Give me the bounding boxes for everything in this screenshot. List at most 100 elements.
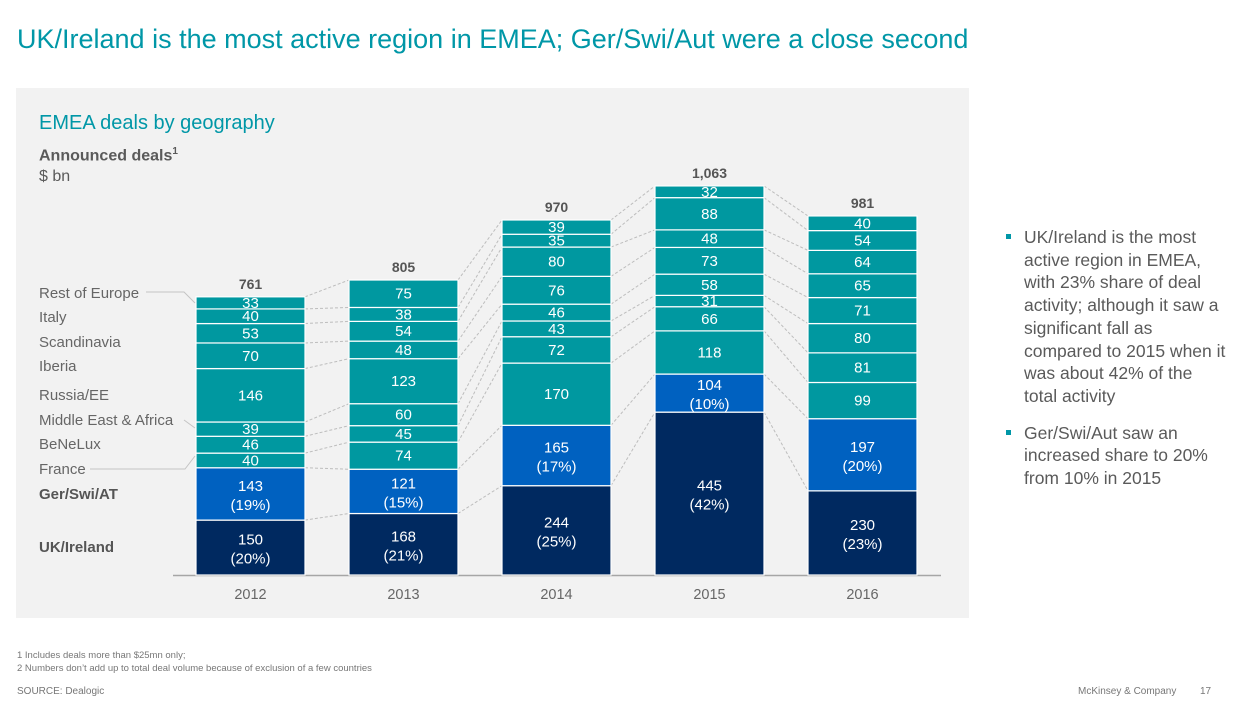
data-label: 48 — [395, 342, 412, 359]
bar-segment — [501, 246, 612, 277]
data-label: 230 — [850, 517, 875, 534]
data-label: 43 — [548, 321, 565, 338]
unit-label: $ bn — [39, 168, 71, 185]
bar-segment — [195, 519, 306, 576]
data-label: 40 — [242, 452, 259, 469]
bar-segment — [654, 330, 765, 375]
x-tick-label: 2016 — [846, 587, 878, 603]
share-label: (10%) — [689, 396, 729, 413]
data-label: 38 — [395, 306, 412, 323]
share-label: (21%) — [383, 547, 423, 564]
bar-segment — [195, 296, 306, 310]
data-label: 168 — [391, 528, 416, 545]
connector-line — [304, 340, 350, 344]
data-label: 53 — [242, 325, 259, 342]
data-label: 54 — [854, 232, 871, 249]
total-label: 981 — [851, 195, 875, 211]
connector-line — [610, 411, 656, 486]
connector-line — [763, 294, 809, 324]
data-label: 80 — [854, 330, 871, 347]
legend-bracket-line — [146, 291, 196, 304]
bar-segment — [348, 279, 459, 309]
bar-segment — [195, 367, 306, 423]
x-tick-label: 2013 — [387, 587, 419, 603]
data-label: 58 — [701, 277, 718, 294]
footnote-2: 2 Numbers don’t add up to total deal vol… — [17, 663, 372, 674]
data-label: 70 — [242, 348, 259, 365]
connector-line — [457, 424, 503, 470]
bar-segment — [501, 485, 612, 576]
data-label: 46 — [548, 305, 565, 322]
data-label: 73 — [701, 253, 718, 270]
connector-line — [457, 362, 503, 443]
bar-segment — [348, 441, 459, 470]
connector-line — [457, 233, 503, 308]
share-label: (15%) — [383, 494, 423, 511]
connector-line — [304, 513, 350, 521]
legend-label: France — [39, 461, 86, 478]
total-label: 1,063 — [692, 165, 727, 181]
data-label: 39 — [242, 421, 259, 438]
bullet-square-icon — [1006, 234, 1011, 239]
connector-line — [763, 373, 809, 420]
data-label: 45 — [395, 426, 412, 443]
legend-label: Scandinavia — [39, 334, 121, 351]
x-tick-label: 2012 — [234, 587, 266, 603]
bullet-square-icon — [1006, 429, 1011, 435]
connector-line — [763, 229, 809, 251]
source-note: SOURCE: Dealogic — [17, 686, 105, 697]
data-label: 39 — [548, 219, 565, 236]
share-label: (23%) — [842, 536, 882, 553]
connector-line — [304, 320, 350, 325]
bar-segment — [807, 215, 918, 232]
connector-line — [763, 197, 809, 231]
legend-label: UK/Ireland — [39, 539, 114, 556]
connector-line — [763, 411, 809, 492]
data-label: 197 — [850, 439, 875, 456]
connector-line — [610, 294, 656, 322]
data-label: 64 — [854, 254, 871, 271]
data-label: 31 — [701, 293, 718, 310]
share-label: (25%) — [536, 533, 576, 550]
share-label: (20%) — [230, 551, 270, 568]
connector-line — [304, 441, 350, 454]
connector-line — [610, 373, 656, 426]
data-label: 121 — [391, 475, 416, 492]
connector-line — [763, 273, 809, 299]
data-label: 143 — [238, 478, 263, 495]
connector-line — [763, 247, 809, 275]
share-label: (17%) — [536, 459, 576, 476]
data-label: 244 — [544, 514, 569, 531]
connector-line — [304, 403, 350, 423]
data-label: 65 — [854, 278, 871, 295]
total-label: 761 — [239, 276, 263, 292]
data-label: 80 — [548, 254, 565, 271]
connector-line — [610, 185, 656, 221]
connector-line — [304, 358, 350, 370]
bar-segment — [807, 296, 918, 325]
data-label: 74 — [395, 448, 412, 465]
bar-segment — [501, 275, 612, 305]
x-tick-label: 2014 — [540, 587, 572, 603]
legend-label: Iberia — [39, 358, 77, 375]
data-label: 75 — [395, 286, 412, 303]
connector-line — [304, 467, 350, 470]
bar-segment — [807, 490, 918, 576]
connector-line — [610, 330, 656, 364]
bar-segment — [654, 185, 765, 199]
bar-segment — [807, 322, 918, 354]
data-label: 104 — [697, 377, 722, 394]
connector-line — [457, 485, 503, 514]
data-label: 445 — [697, 478, 722, 495]
bullet-text: Ger/Swi/Aut saw an increased share to 20… — [1024, 422, 1208, 489]
data-label: 123 — [391, 373, 416, 390]
bar-segment — [195, 342, 306, 370]
data-label: 170 — [544, 386, 569, 403]
data-label: 35 — [548, 233, 565, 250]
connector-line — [763, 330, 809, 383]
share-label: (42%) — [689, 497, 729, 514]
bar-segment — [501, 362, 612, 426]
slide-title: UK/Ireland is the most active region in … — [17, 24, 969, 54]
y-axis-label-text: Announced deals — [39, 147, 173, 165]
